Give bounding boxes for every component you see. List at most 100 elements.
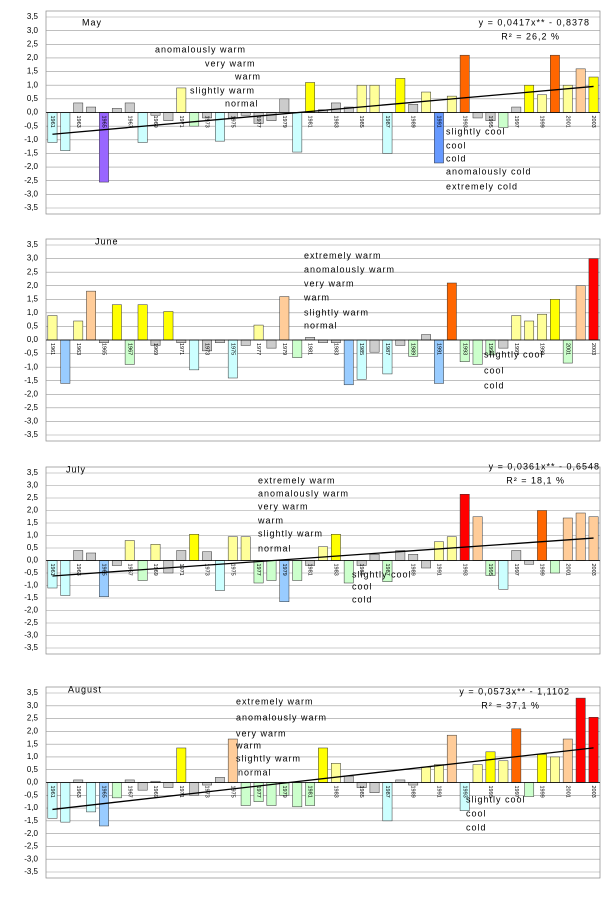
class-label: cool <box>466 808 487 818</box>
y-tick-label: 0,5 <box>27 322 39 331</box>
bar <box>575 68 586 113</box>
x-tick-label: 1965 <box>101 116 107 128</box>
x-tick-label: 1973 <box>204 564 210 576</box>
bar <box>421 334 431 341</box>
bar <box>550 54 560 113</box>
y-tick-label: 3,0 <box>27 481 39 490</box>
x-tick-label: 1987 <box>384 564 390 576</box>
bar <box>511 550 522 561</box>
y-tick-label: -1,0 <box>24 135 38 144</box>
class-label: slightly warm <box>190 85 255 95</box>
x-tick-label: 1987 <box>384 343 390 355</box>
bar <box>60 112 71 151</box>
y-tick-label: -3,0 <box>24 854 38 863</box>
bar <box>395 339 406 346</box>
bar <box>60 782 71 823</box>
y-tick-label: 2,0 <box>27 506 39 515</box>
bar <box>227 536 238 561</box>
trend-r-squared: R² = 18,1 % <box>506 475 565 485</box>
bar <box>279 296 290 341</box>
bar <box>369 782 380 793</box>
bar <box>318 546 328 561</box>
trend-equation: y = 0,0361x** - 0,6548 <box>489 461 600 471</box>
class-label: normal <box>304 320 338 330</box>
class-label: cold <box>352 594 373 604</box>
x-tick-label: 1975 <box>229 786 235 798</box>
y-tick-label: -2,0 <box>24 606 38 615</box>
x-tick-label: 1969 <box>152 786 158 798</box>
class-label: warm <box>234 71 261 81</box>
bar <box>472 516 483 561</box>
bar <box>575 512 586 561</box>
class-label: cold <box>446 153 467 163</box>
x-tick-label: 2003 <box>590 786 596 798</box>
y-tick-label: -1,5 <box>24 149 38 158</box>
bar <box>305 337 316 341</box>
bar <box>215 112 225 142</box>
bar <box>266 782 277 806</box>
y-tick-label: -3,5 <box>24 203 38 212</box>
x-tick-label: 1985 <box>358 343 364 355</box>
x-tick-label: 1979 <box>281 343 287 355</box>
bar <box>318 747 328 783</box>
x-tick-label: 1995 <box>487 786 493 798</box>
bar <box>421 766 431 783</box>
x-tick-label: 1999 <box>539 116 545 128</box>
x-tick-label: 1997 <box>513 116 519 128</box>
x-tick-label: 1965 <box>101 564 107 576</box>
x-tick-label: 1985 <box>358 564 364 576</box>
y-tick-label: 3,0 <box>27 701 39 710</box>
x-tick-label: 1995 <box>487 116 493 128</box>
bar <box>305 82 316 113</box>
x-tick-label: 1981 <box>307 564 313 576</box>
bar <box>524 320 535 341</box>
y-tick-label: 2,5 <box>27 39 39 48</box>
x-tick-label: 1963 <box>75 786 81 798</box>
trend-r-squared: R² = 26,2 % <box>501 31 560 41</box>
bar <box>511 106 522 113</box>
bar <box>86 552 96 561</box>
bar <box>279 98 290 113</box>
x-tick-label: 1991 <box>436 343 442 355</box>
y-tick-label: -0,5 <box>24 790 38 799</box>
class-label: warm <box>257 515 284 525</box>
bar <box>215 777 225 783</box>
bar <box>163 560 174 574</box>
bar <box>537 510 547 561</box>
x-tick-label: 1971 <box>178 786 184 798</box>
bar <box>550 560 560 574</box>
y-tick-label: -2,0 <box>24 389 38 398</box>
x-tick-label: 1989 <box>410 116 416 128</box>
bar <box>498 112 509 128</box>
x-tick-label: 1993 <box>461 343 467 355</box>
bar <box>588 717 599 783</box>
trend-equation: y = 0,0417x** - 0,8378 <box>479 17 590 27</box>
bar <box>111 560 122 566</box>
y-tick-label: -3,5 <box>24 430 38 439</box>
x-tick-label: 1969 <box>152 116 158 128</box>
x-tick-label: 1961 <box>49 786 55 798</box>
x-tick-label: 1983 <box>332 116 338 128</box>
x-tick-label: 1997 <box>513 343 519 355</box>
y-tick-label: -2,5 <box>24 618 38 627</box>
class-label: very warm <box>304 278 355 288</box>
bar <box>73 550 84 561</box>
x-tick-label: 1997 <box>513 786 519 798</box>
y-tick-label: 2,0 <box>27 726 39 735</box>
x-tick-label: 1971 <box>178 116 184 128</box>
bar <box>369 84 380 113</box>
bar <box>421 91 431 113</box>
y-tick-label: 3,5 <box>27 688 39 697</box>
y-tick-label: -2,5 <box>24 842 38 851</box>
trend-line <box>52 85 594 135</box>
bar <box>395 78 406 113</box>
y-tick-label: 3,5 <box>27 240 39 249</box>
class-label: cool <box>446 140 467 150</box>
bar <box>266 339 277 349</box>
bar <box>550 756 560 783</box>
bar <box>498 760 509 783</box>
x-tick-label: 1991 <box>436 116 442 128</box>
y-tick-label: 2,5 <box>27 267 39 276</box>
y-tick-label: 1,5 <box>27 518 39 527</box>
bar <box>189 534 200 561</box>
